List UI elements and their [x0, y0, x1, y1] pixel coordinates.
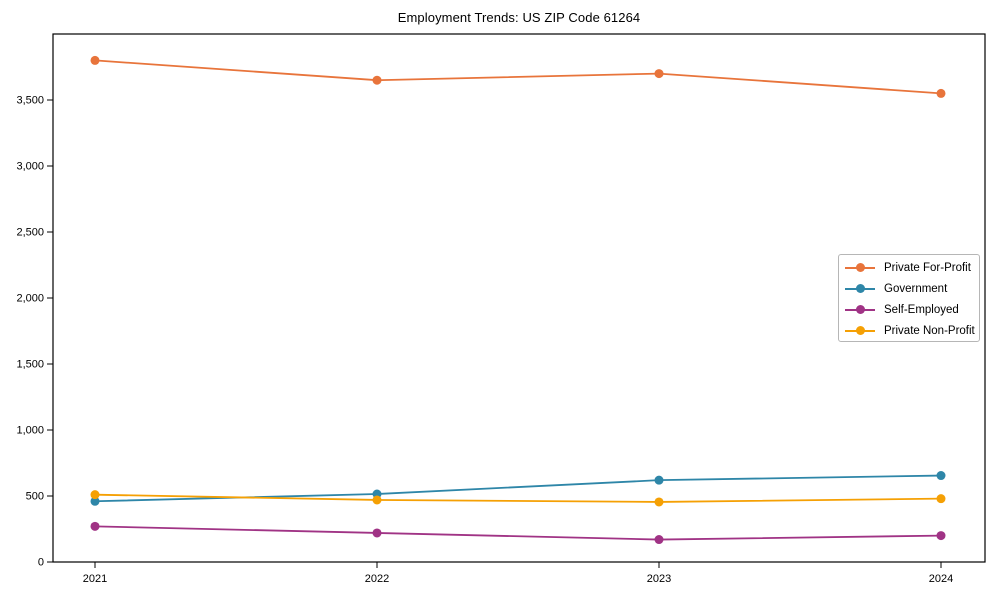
- chart-title: Employment Trends: US ZIP Code 61264: [397, 10, 641, 25]
- data-point-private-non-profit-2022: [372, 495, 382, 505]
- legend-marker-dot-icon: [855, 263, 865, 272]
- legend-label: Private Non-Profit: [884, 324, 975, 337]
- data-point-private-for-profit-2023: [654, 69, 664, 79]
- legend-marker-dot-icon: [855, 326, 865, 335]
- legend-marker-icon: [845, 305, 875, 314]
- legend-marker-dot-icon: [855, 284, 865, 293]
- legend-marker-dot-icon: [855, 305, 865, 314]
- data-point-private-for-profit-2021: [90, 55, 100, 65]
- y-axis-tick-label: 2,000: [16, 293, 44, 305]
- data-point-government-2024: [936, 471, 946, 481]
- series-line-private-non-profit: [94, 493, 942, 503]
- legend-marker-icon: [845, 326, 875, 335]
- plot-border: [52, 33, 986, 563]
- legend-label: Government: [884, 282, 948, 295]
- y-axis-tick-label: 3,000: [16, 161, 44, 173]
- legend: Private For-Profit Government Self-Employe…: [838, 254, 980, 342]
- data-point-self-employed-2023: [654, 535, 664, 545]
- legend-marker-icon: [845, 284, 875, 293]
- series-line-private-for-profit: [94, 59, 942, 95]
- y-axis-tick-label: 2,500: [16, 227, 44, 239]
- data-point-private-non-profit-2021: [90, 490, 100, 500]
- data-point-private-for-profit-2024: [936, 88, 946, 98]
- data-point-government-2021: [90, 496, 100, 506]
- legend-item-private-non-profit: Private Non-Profit: [839, 320, 979, 341]
- data-point-private-non-profit-2024: [936, 494, 946, 504]
- data-point-private-non-profit-2023: [654, 497, 664, 507]
- legend-item-private-for-profit: Private For-Profit: [839, 257, 979, 278]
- legend-label: Self-Employed: [884, 303, 959, 316]
- x-axis-tick-label: 2022: [365, 573, 389, 585]
- y-axis-tick-label: 3,500: [16, 95, 44, 107]
- y-axis-tick-label: 1,000: [16, 425, 44, 437]
- legend-label: Private For-Profit: [884, 261, 971, 274]
- y-axis-tick-label: 500: [26, 491, 44, 503]
- x-axis-tick-label: 2023: [647, 573, 671, 585]
- data-point-self-employed-2024: [936, 531, 946, 541]
- series-line-self-employed: [94, 525, 942, 541]
- y-axis-tick-label: 0: [38, 557, 44, 569]
- data-point-government-2023: [654, 475, 664, 485]
- data-point-self-employed-2022: [372, 528, 382, 538]
- data-point-self-employed-2021: [90, 521, 100, 531]
- y-axis-tick-label: 1,500: [16, 359, 44, 371]
- legend-item-government: Government: [839, 278, 979, 299]
- legend-item-self-employed: Self-Employed: [839, 299, 979, 320]
- legend-marker-icon: [845, 263, 875, 272]
- data-point-private-for-profit-2022: [372, 75, 382, 85]
- x-axis-tick-label: 2021: [83, 573, 107, 585]
- x-axis-tick-label: 2024: [929, 573, 953, 585]
